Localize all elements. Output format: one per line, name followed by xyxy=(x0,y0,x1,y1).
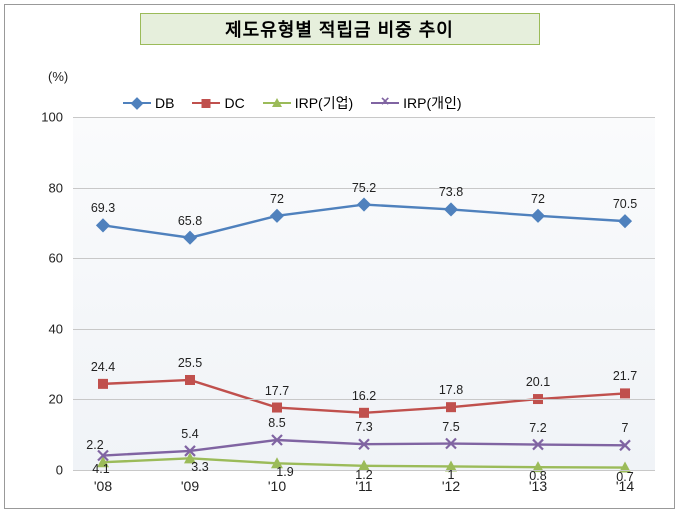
data-label: 1 xyxy=(448,468,455,482)
data-label: 2.2 xyxy=(86,438,103,452)
data-label: 0.7 xyxy=(616,470,633,484)
marker-DC xyxy=(98,379,108,389)
data-label: 16.2 xyxy=(352,389,376,403)
y-tick-label: 80 xyxy=(49,180,73,195)
data-label: 0.8 xyxy=(529,469,546,483)
data-label: 65.8 xyxy=(178,214,202,228)
data-label: 17.7 xyxy=(265,384,289,398)
marker-DB xyxy=(531,209,545,223)
square-marker-icon xyxy=(192,102,220,104)
marker-DC xyxy=(185,375,195,385)
legend-label: IRP(개인) xyxy=(403,93,461,113)
data-label: 21.7 xyxy=(613,369,637,383)
y-axis-unit: (%) xyxy=(48,69,68,84)
legend-item-db: DB xyxy=(123,95,174,111)
data-label: 1.2 xyxy=(355,468,372,482)
data-label: 8.5 xyxy=(268,416,285,430)
marker-DB xyxy=(444,202,458,216)
data-label: 7.2 xyxy=(529,421,546,435)
chart-container: 제도유형별 적립금 비중 추이 (%) DB DC IRP(기업) IRP(개인… xyxy=(4,4,675,509)
legend-label: DC xyxy=(224,95,244,111)
y-tick-label: 20 xyxy=(49,392,73,407)
y-tick-label: 40 xyxy=(49,321,73,336)
marker-DB xyxy=(618,214,632,228)
gridline xyxy=(73,258,655,259)
data-label: 3.3 xyxy=(191,460,208,474)
data-label: 24.4 xyxy=(91,360,115,374)
marker-DC xyxy=(446,402,456,412)
marker-DC xyxy=(272,403,282,413)
plot-area: 020406080100'08'09'10'11'12'13'1469.365.… xyxy=(73,117,655,470)
data-label: 5.4 xyxy=(181,427,198,441)
legend: DB DC IRP(기업) IRP(개인) xyxy=(123,93,462,113)
gridline xyxy=(73,117,655,118)
y-tick-label: 60 xyxy=(49,251,73,266)
y-tick-label: 100 xyxy=(41,110,73,125)
marker-DB xyxy=(357,197,371,211)
legend-item-irp2: IRP(개인) xyxy=(371,93,461,113)
legend-label: DB xyxy=(155,95,174,111)
legend-label: IRP(기업) xyxy=(295,93,353,113)
data-label: 7.3 xyxy=(355,420,372,434)
marker-DC xyxy=(620,388,630,398)
legend-item-irp1: IRP(기업) xyxy=(263,93,353,113)
chart-title: 제도유형별 적립금 비중 추이 xyxy=(140,13,540,45)
data-label: 72 xyxy=(531,192,545,206)
data-label: 20.1 xyxy=(526,375,550,389)
data-label: 1.9 xyxy=(276,465,293,479)
legend-item-dc: DC xyxy=(192,95,244,111)
chart-lines xyxy=(73,117,655,470)
y-tick-label: 0 xyxy=(56,463,73,478)
data-label: 72 xyxy=(270,192,284,206)
marker-DB xyxy=(96,218,110,232)
data-label: 69.3 xyxy=(91,201,115,215)
data-label: 73.8 xyxy=(439,185,463,199)
x-marker-icon xyxy=(371,102,399,104)
data-label: 75.2 xyxy=(352,181,376,195)
data-label: 70.5 xyxy=(613,197,637,211)
data-label: 7.5 xyxy=(442,420,459,434)
data-label: 25.5 xyxy=(178,356,202,370)
diamond-marker-icon xyxy=(123,102,151,104)
marker-DB xyxy=(270,209,284,223)
triangle-marker-icon xyxy=(263,102,291,104)
gridline xyxy=(73,329,655,330)
data-label: 7 xyxy=(622,421,629,435)
marker-DC xyxy=(359,408,369,418)
data-label: 17.8 xyxy=(439,383,463,397)
marker-DB xyxy=(183,231,197,245)
data-label: 4.1 xyxy=(92,462,109,476)
series-line-IRP_ind xyxy=(103,440,625,456)
